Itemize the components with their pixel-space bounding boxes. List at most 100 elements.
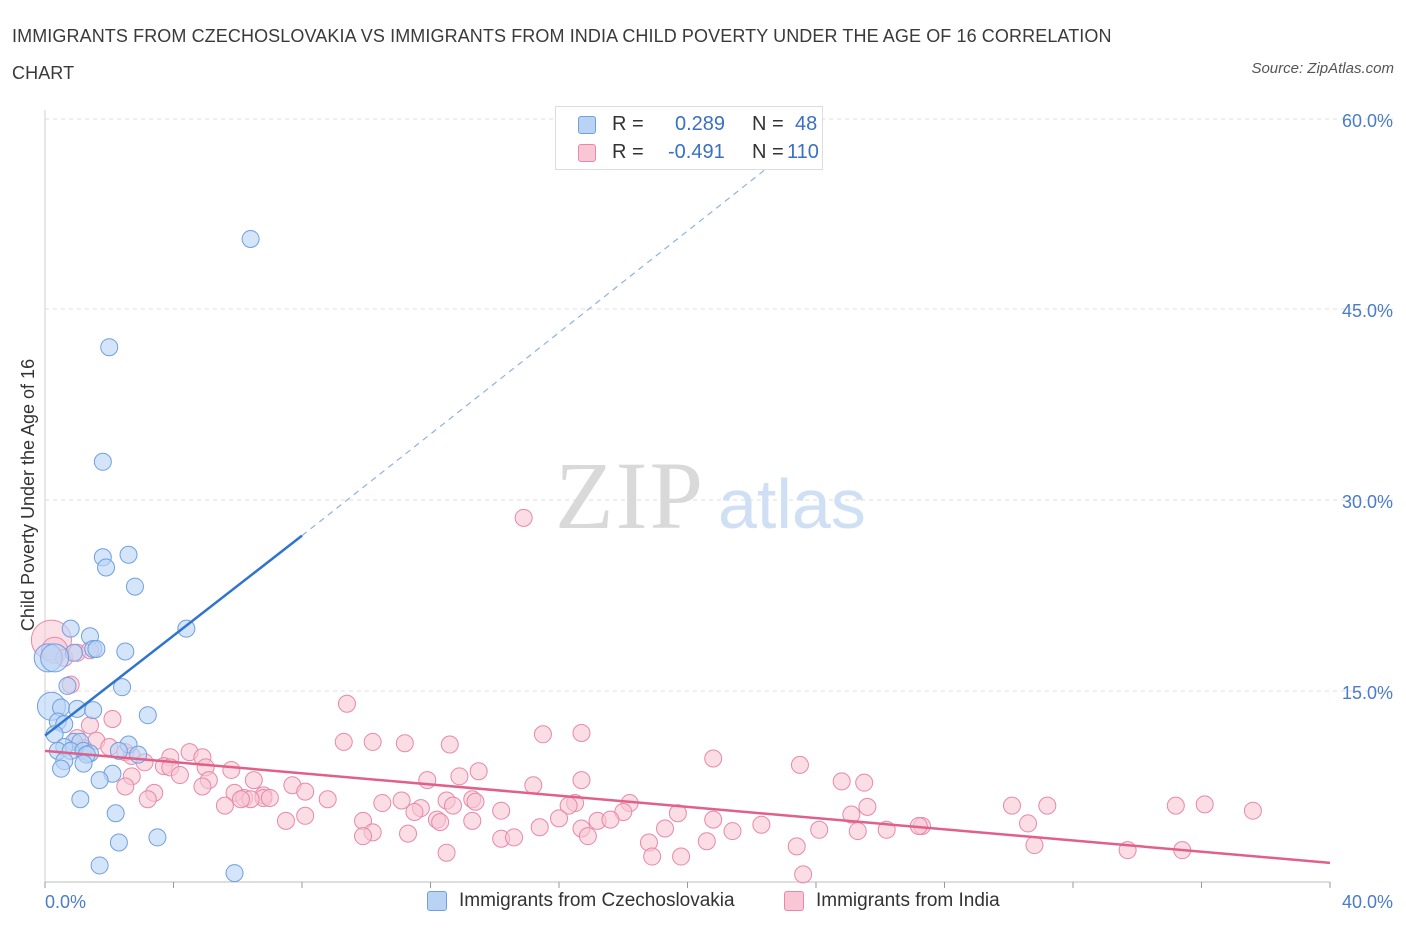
india-point (116, 777, 135, 796)
india-point (858, 797, 877, 816)
india-point (215, 796, 234, 815)
india-point (418, 771, 437, 790)
india-point (794, 865, 813, 884)
india-point (405, 802, 424, 821)
india-point (672, 847, 691, 866)
india-point (514, 508, 533, 527)
india-point (752, 815, 771, 834)
india-point (138, 790, 157, 809)
india-point (704, 810, 723, 829)
watermark-zip: ZIP (555, 442, 705, 549)
india-point (656, 819, 675, 838)
watermark-atlas: atlas (718, 465, 866, 543)
india-point (469, 762, 488, 781)
legend-swatch-pink (578, 144, 596, 162)
india-point (443, 796, 462, 815)
czechoslovakia-point (52, 759, 71, 778)
india-point (193, 777, 212, 796)
india-point (399, 824, 418, 843)
india-point (668, 804, 687, 823)
india-point (392, 791, 411, 810)
india-point (1038, 796, 1057, 815)
czechoslovakia-point (61, 619, 80, 638)
india-point (832, 772, 851, 791)
india-point (1025, 836, 1044, 855)
czechoslovakia-point (84, 701, 103, 720)
india-point (1002, 796, 1021, 815)
x-tick-label: 40.0% (1342, 892, 1393, 912)
bottom-legend-label: Immigrants from India (816, 890, 1000, 911)
trend-lines (44, 123, 1331, 865)
india-point (450, 767, 469, 786)
india-point (1166, 796, 1185, 815)
india-point (704, 749, 723, 768)
czechoslovakia-point (241, 229, 260, 248)
czechoslovakia-point (71, 790, 90, 809)
czechoslovakia-trend-extension (301, 123, 823, 537)
czechoslovakia-point (106, 804, 125, 823)
y-tick-label: 60.0% (1342, 111, 1393, 131)
india-point (842, 805, 861, 824)
india-points (30, 508, 1262, 884)
india-point (395, 734, 414, 753)
y-tick-label: 15.0% (1342, 683, 1393, 703)
india-point (530, 818, 549, 837)
czechoslovakia-point (90, 771, 109, 790)
india-point (787, 837, 806, 856)
czechoslovakia-points (33, 229, 260, 883)
india-point (810, 820, 829, 839)
y-axis-label: Child Poverty Under the Age of 16 (18, 359, 38, 631)
legend-r-label: R = (612, 141, 644, 163)
czechoslovakia-point (40, 643, 70, 673)
india-point (296, 782, 315, 801)
czechoslovakia-point (138, 706, 157, 725)
india-point (601, 810, 620, 829)
axes (44, 110, 1331, 888)
india-point (363, 732, 382, 751)
india-point (318, 790, 337, 809)
legend-r-value: -0.491 (668, 141, 725, 163)
india-point (505, 828, 524, 847)
y-tick-label: 30.0% (1342, 492, 1393, 512)
india-point (1195, 795, 1214, 814)
india-point (170, 766, 189, 785)
india-point (697, 832, 716, 851)
india-point (231, 790, 250, 809)
czechoslovakia-point (109, 741, 128, 760)
bottom-legend-swatch-pink (784, 891, 804, 911)
legend-n-value: 110 (787, 141, 819, 163)
india-point (790, 755, 809, 774)
legend-n-value: 48 (795, 113, 818, 135)
chart-title: IMMIGRANTS FROM CZECHOSLOVAKIA VS IMMIGR… (12, 26, 1112, 83)
india-point (524, 776, 543, 795)
india-point (373, 794, 392, 813)
legend-r-value: 0.289 (675, 113, 726, 135)
india-point (337, 694, 356, 713)
india-point (572, 771, 591, 790)
india-point (103, 710, 122, 729)
czechoslovakia-point (116, 642, 135, 661)
tick-labels: 15.0% 30.0% 45.0% 60.0% 0.0% 40.0% (45, 111, 1393, 912)
india-point (222, 760, 241, 779)
india-point (492, 801, 511, 820)
india-point (463, 811, 482, 830)
source-label: Source: ZipAtlas.com (1251, 60, 1394, 77)
czechoslovakia-point (177, 619, 196, 638)
correlation-legend: R = 0.289 N = 48 R = -0.491 N = 110 (555, 106, 823, 170)
czechoslovakia-point (97, 558, 116, 577)
czechoslovakia-point (148, 828, 167, 847)
india-point (643, 847, 662, 866)
india-point (80, 716, 99, 735)
india-point (431, 813, 450, 832)
legend-r-label: R = (612, 113, 644, 135)
india-point (578, 827, 597, 846)
india-point (550, 809, 568, 828)
india-point (296, 806, 315, 825)
czechoslovakia-point (74, 754, 93, 773)
india-point (260, 788, 279, 807)
india-trend-line (44, 749, 1331, 865)
india-point (572, 724, 591, 743)
india-point (1019, 814, 1038, 833)
czechoslovakia-point (58, 676, 77, 695)
